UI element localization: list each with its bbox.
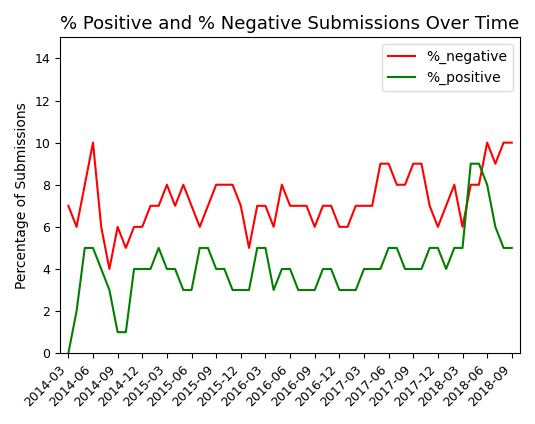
%_positive xyxy=(147,266,154,271)
Legend: %_negative, %_positive: %_negative, %_positive xyxy=(382,44,513,91)
%_positive xyxy=(114,329,121,335)
%_negative xyxy=(164,182,170,187)
Title: % Positive and % Negative Submissions Over Time: % Positive and % Negative Submissions Ov… xyxy=(60,15,519,33)
%_positive xyxy=(468,161,474,166)
Line: %_negative: %_negative xyxy=(68,142,512,269)
Y-axis label: Percentage of Submissions: Percentage of Submissions xyxy=(15,102,29,289)
%_negative xyxy=(65,203,72,208)
%_negative xyxy=(90,140,96,145)
%_negative xyxy=(476,182,482,187)
%_positive xyxy=(500,245,507,251)
%_negative xyxy=(106,266,113,271)
%_positive xyxy=(509,245,515,251)
%_positive xyxy=(230,287,236,293)
%_negative xyxy=(500,140,507,145)
%_negative xyxy=(131,224,137,229)
%_negative xyxy=(246,245,252,251)
%_negative xyxy=(188,203,195,208)
%_negative xyxy=(509,140,515,145)
%_positive xyxy=(65,351,72,356)
%_positive xyxy=(460,245,466,251)
Line: %_positive: %_positive xyxy=(68,164,512,353)
%_positive xyxy=(172,266,178,271)
